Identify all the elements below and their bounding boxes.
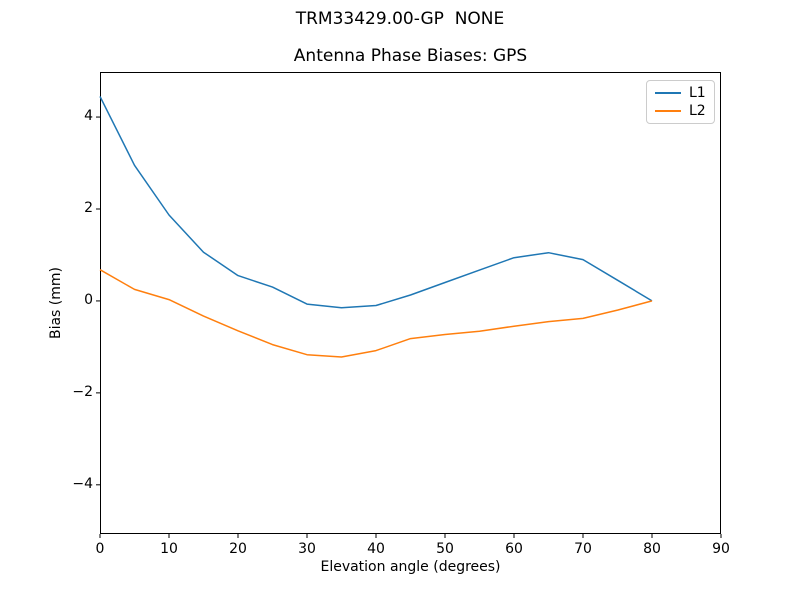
x-tick-label: 40	[367, 541, 385, 557]
legend-line-swatch	[655, 110, 681, 112]
legend-entry-L2: L2	[655, 103, 706, 119]
x-tick-label: 20	[229, 541, 247, 557]
plot-area	[100, 72, 721, 534]
line-series-L1	[99, 96, 653, 309]
x-tick-label: 60	[505, 541, 523, 557]
x-tick-label: 80	[643, 541, 661, 557]
figure-title: TRM33429.00-GP NONE	[295, 9, 505, 29]
x-tick-label: 50	[436, 541, 454, 557]
legend-label: L1	[689, 85, 706, 101]
x-tick-label: 70	[574, 541, 592, 557]
x-tick-label: 0	[95, 541, 105, 557]
legend-label: L2	[689, 103, 706, 119]
y-tick-label: 2	[84, 199, 93, 216]
x-tick-label: 10	[160, 541, 178, 557]
line-series-L2	[99, 269, 653, 358]
legend-line-swatch	[655, 92, 681, 94]
y-tick-label: −2	[72, 383, 93, 400]
y-tick-label: −4	[72, 475, 93, 492]
axes-title: Antenna Phase Biases: GPS	[293, 46, 528, 66]
legend-entry-L1: L1	[655, 85, 706, 101]
x-tick-label: 30	[298, 541, 316, 557]
x-axis-label: Elevation angle (degrees)	[320, 559, 501, 575]
legend: L1 L2	[646, 80, 715, 124]
y-tick-label: 4	[84, 108, 93, 125]
y-tick-label: 0	[84, 291, 93, 308]
x-tick-label: 90	[712, 541, 730, 557]
